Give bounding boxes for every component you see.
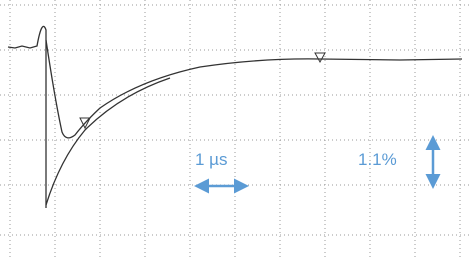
oscilloscope-screenshot: 1 µs 1.1% bbox=[0, 0, 471, 257]
grid bbox=[0, 0, 471, 257]
page: 1 µs 1.1% (() => { const data = JSON.par… bbox=[0, 0, 471, 257]
cursor-marker bbox=[315, 53, 325, 62]
time-annotation: 1 µs bbox=[195, 150, 227, 169]
amplitude-annotation: 1.1% bbox=[358, 150, 397, 169]
